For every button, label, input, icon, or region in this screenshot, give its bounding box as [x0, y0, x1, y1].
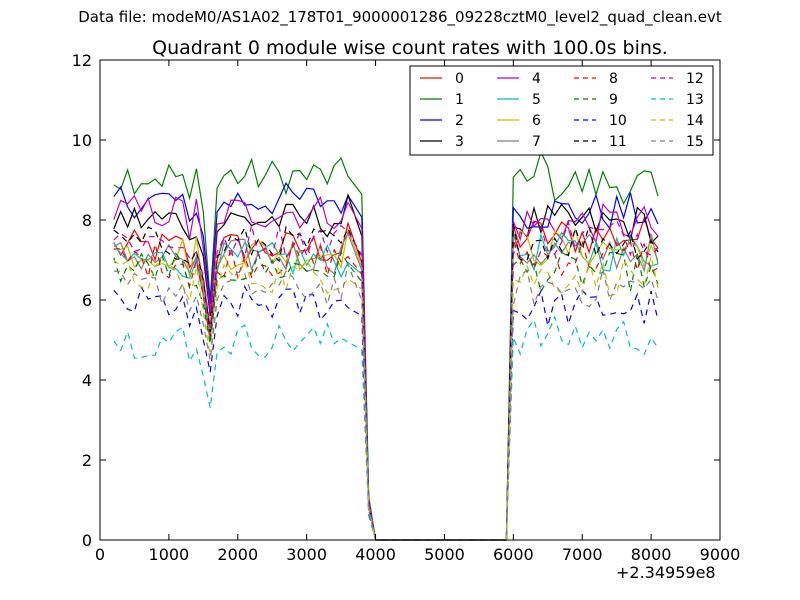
- legend-box: [409, 65, 714, 156]
- x-offset-label: +2.34959e8: [616, 563, 716, 582]
- legend-label-10: 10: [609, 113, 627, 129]
- y-tick-label: 0: [82, 531, 92, 550]
- x-tick-label: 6000: [493, 545, 534, 564]
- legend-label-6: 6: [532, 113, 541, 129]
- x-tick-label: 7000: [562, 545, 603, 564]
- chart-title: Quadrant 0 module wise count rates with …: [152, 37, 668, 59]
- legend-label-3: 3: [455, 134, 464, 150]
- legend-label-13: 13: [686, 92, 704, 108]
- y-tick-label: 6: [82, 291, 92, 310]
- x-tick-label: 9000: [700, 545, 741, 564]
- legend-label-14: 14: [686, 113, 704, 129]
- y-tick-label: 10: [72, 131, 92, 150]
- x-tick-label: 4000: [355, 545, 396, 564]
- legend-label-9: 9: [609, 92, 618, 108]
- legend-label-4: 4: [532, 71, 541, 87]
- x-tick-label: 5000: [424, 545, 465, 564]
- series-line-2: [113, 181, 659, 541]
- legend-label-0: 0: [455, 71, 464, 87]
- figure-supertitle: Data file: modeM0/AS1A02_178T01_90000012…: [78, 8, 722, 26]
- x-tick-label: 2000: [217, 545, 258, 564]
- legend-label-1: 1: [455, 92, 464, 108]
- ticks-layer: 0 1000 2000 3000 4000 5000 6000 7000 8000 9000 0 2 4…: [72, 51, 741, 564]
- series-layer: [113, 150, 659, 541]
- series-line-10: [113, 285, 659, 541]
- legend-label-8: 8: [609, 71, 618, 87]
- y-tick-label: 12: [72, 51, 92, 70]
- series-line-9: [113, 250, 659, 541]
- legend-label-2: 2: [455, 113, 464, 129]
- x-tick-label: 3000: [286, 545, 327, 564]
- y-tick-label: 8: [82, 211, 92, 230]
- series-line-13: [113, 315, 659, 541]
- series-line-5: [113, 231, 659, 541]
- series-line-8: [113, 239, 659, 541]
- series-line-15: [113, 261, 659, 541]
- legend-label-5: 5: [532, 92, 541, 108]
- x-tick-label: 8000: [631, 545, 672, 564]
- x-tick-label: 1000: [149, 545, 190, 564]
- legend-label-11: 11: [609, 134, 627, 150]
- series-line-1: [113, 150, 659, 541]
- series-line-7: [113, 232, 659, 541]
- x-tick-label: 0: [95, 545, 105, 564]
- y-tick-label: 4: [82, 371, 92, 390]
- y-tick-label: 2: [82, 451, 92, 470]
- legend-label-15: 15: [686, 134, 704, 150]
- legend-label-12: 12: [686, 71, 704, 87]
- series-line-12: [113, 219, 659, 541]
- series-line-6: [113, 227, 659, 541]
- legend-label-7: 7: [532, 134, 541, 150]
